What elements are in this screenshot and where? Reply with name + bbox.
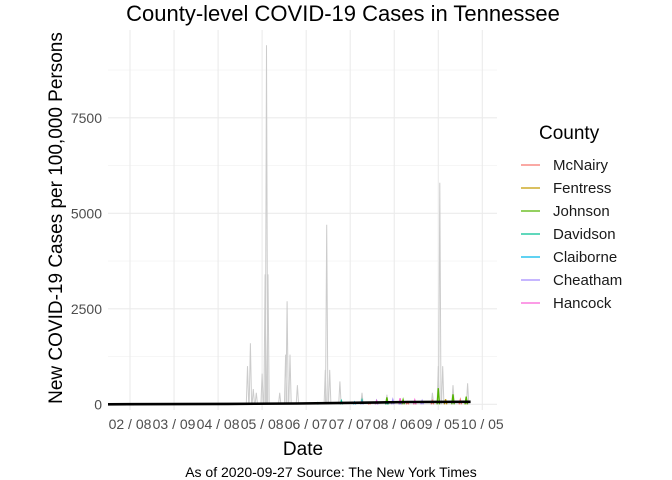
state-average-line bbox=[107, 400, 471, 406]
x-tick-label: 05 / 08 bbox=[241, 416, 284, 432]
other-counties-lines bbox=[245, 45, 470, 405]
x-axis-title: Date bbox=[283, 439, 323, 460]
x-tick-label: 09 / 05 bbox=[417, 416, 460, 432]
legend-label: Fentress bbox=[553, 180, 611, 197]
legend-title: County bbox=[539, 123, 600, 144]
legend-label: Claiborne bbox=[553, 249, 617, 266]
legend-label: Johnson bbox=[553, 203, 610, 220]
x-tick-label: 03 / 09 bbox=[153, 416, 196, 432]
y-tick-label: 2500 bbox=[71, 301, 102, 317]
x-tick-label: 10 / 05 bbox=[461, 416, 504, 432]
chart-title: County-level COVID-19 Cases in Tennessee bbox=[126, 1, 560, 26]
y-axis-ticks: 0 2500 5000 7500 bbox=[71, 110, 102, 412]
grid bbox=[108, 30, 497, 410]
y-axis-title: New COVID-19 Cases per 100,000 Persons bbox=[46, 32, 67, 404]
y-tick-label: 0 bbox=[94, 396, 102, 412]
x-tick-label: 02 / 08 bbox=[109, 416, 152, 432]
y-tick-label: 7500 bbox=[71, 110, 102, 126]
y-tick-label: 5000 bbox=[71, 205, 102, 221]
x-tick-label: 07 / 07 bbox=[329, 416, 372, 432]
series-line-johnson bbox=[385, 388, 469, 405]
x-tick-label: 04 / 08 bbox=[197, 416, 240, 432]
legend-label: Davidson bbox=[553, 226, 616, 243]
chart-caption: As of 2020-09-27 Source: The New York Ti… bbox=[185, 464, 477, 480]
x-tick-label: 08 / 06 bbox=[373, 416, 416, 432]
legend: County McNairy Fentress Johnson Davidson Cla… bbox=[521, 123, 622, 312]
legend-label: Hancock bbox=[553, 295, 612, 312]
x-tick-label: 06 / 07 bbox=[285, 416, 328, 432]
state-average-line bbox=[107, 400, 471, 406]
legend-label: McNairy bbox=[553, 157, 608, 174]
x-axis-ticks: 02 / 08 03 / 09 04 / 08 05 / 08 06 / 07 07 / … bbox=[109, 416, 504, 432]
legend-label: Cheatham bbox=[553, 272, 622, 289]
other-counties-line bbox=[245, 45, 470, 405]
